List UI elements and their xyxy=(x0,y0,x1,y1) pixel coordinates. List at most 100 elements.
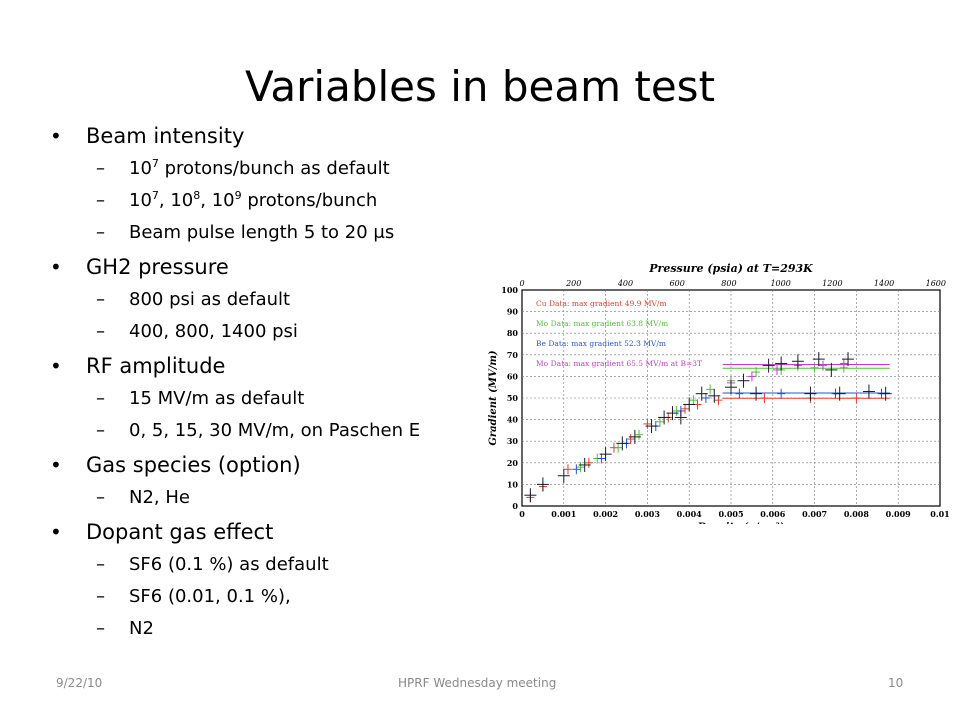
data-point xyxy=(572,464,581,475)
data-point xyxy=(599,447,612,462)
bullet-list: • Beam intensity –107 protons/bunch as def… xyxy=(48,118,488,645)
data-point xyxy=(706,384,715,395)
x-tick-label: 0.007 xyxy=(802,509,827,519)
bullet-text: Dopant gas effect xyxy=(86,520,274,544)
x-tick-label: 0.001 xyxy=(551,509,576,519)
x-tick-label: 0 xyxy=(519,509,525,519)
legend-entry: Cu Data: max gradient 49.9 MV/m xyxy=(536,299,667,308)
data-point xyxy=(775,356,788,371)
sub-bullet-dash-icon: – xyxy=(96,388,105,409)
footer-meeting-name: HPRF Wednesday meeting xyxy=(398,676,557,690)
data-point xyxy=(752,367,761,378)
sub-bullet-item: – N2 xyxy=(48,613,488,645)
bullet-item: • RF amplitude xyxy=(48,349,488,383)
sub-bullet-text: 10 xyxy=(129,158,152,179)
sub-bullet-dash-icon: – xyxy=(96,190,105,211)
legend-entry: Be Data: max gradient 52.3 MV/m xyxy=(536,339,666,348)
data-point xyxy=(584,457,593,468)
bullet-text: RF amplitude xyxy=(86,354,226,378)
footer-date: 9/22/10 xyxy=(56,676,103,690)
sub-bullet-item: – 107 protons/bunch as default xyxy=(48,153,488,185)
data-point xyxy=(804,386,817,401)
data-point xyxy=(536,477,549,492)
x-tick-label: 0.006 xyxy=(760,509,785,519)
superscript-exponent: 7 xyxy=(151,189,159,202)
data-point xyxy=(576,462,585,473)
top-axis-tick-label: 800 xyxy=(721,279,736,288)
data-point xyxy=(825,362,838,377)
x-tick-label: 0.004 xyxy=(677,509,702,519)
sub-bullet-dash-icon: – xyxy=(96,321,105,342)
sub-bullet-text: , 10 xyxy=(158,190,194,211)
data-point xyxy=(645,419,658,434)
data-point xyxy=(628,429,641,444)
x-tick-label: 0.002 xyxy=(593,509,618,519)
sub-bullet-dash-icon: – xyxy=(96,420,105,441)
data-point xyxy=(563,464,572,475)
data-point xyxy=(701,393,710,403)
y-tick-label: 40 xyxy=(507,415,519,425)
x-tick-label: 0.01 xyxy=(930,509,949,519)
top-axis-tick-label: 1400 xyxy=(874,279,894,288)
data-point xyxy=(879,386,892,401)
x-axis-label: Density (g/cm³) xyxy=(697,522,785,524)
y-tick-label: 10 xyxy=(507,479,519,489)
data-point xyxy=(674,410,687,425)
sub-bullet-text: protons/bunch xyxy=(241,190,378,211)
data-point xyxy=(760,393,769,403)
data-point xyxy=(655,416,664,427)
y-tick-label: 100 xyxy=(501,285,518,295)
x-tick-label: 0.003 xyxy=(635,509,660,519)
slide-title: Variables in beam test xyxy=(244,62,716,111)
sub-bullet-item: – SF6 (0.1 %) as default xyxy=(48,549,488,581)
chart-title: Pressure (psia) at T=293K xyxy=(648,262,813,275)
data-point xyxy=(735,388,744,399)
bullet-item: • GH2 pressure xyxy=(48,250,488,284)
data-point xyxy=(862,384,875,399)
footer-page-number: 10 xyxy=(888,676,904,690)
sub-bullet-item: – 400, 800, 1400 psi xyxy=(48,316,488,348)
data-point xyxy=(708,388,721,403)
bullet-dot-icon: • xyxy=(50,520,62,544)
top-axis-tick-label: 1000 xyxy=(770,279,790,288)
sub-bullet-item: – 15 MV/m as default xyxy=(48,383,488,415)
sub-bullet-text: 10 xyxy=(129,190,152,211)
y-tick-label: 50 xyxy=(507,393,519,403)
sub-bullet-text: 400, 800, 1400 psi xyxy=(129,321,298,342)
data-point xyxy=(681,403,690,414)
sub-bullet-text: Beam pulse length 5 to 20 μs xyxy=(129,222,395,243)
top-axis-tick-label: 400 xyxy=(617,279,633,288)
data-point xyxy=(725,380,737,395)
data-point xyxy=(833,386,846,401)
data-point xyxy=(578,457,591,472)
sub-bullet-item: –107, 108, 109 protons/bunch xyxy=(48,185,488,217)
legend-entry: Mo Data: max gradient 65.5 MV/m at B=3T xyxy=(536,359,702,368)
data-point xyxy=(777,388,786,399)
data-point xyxy=(750,386,763,401)
sub-bullet-dash-icon: – xyxy=(96,586,105,607)
data-point xyxy=(524,488,537,503)
superscript-exponent: 9 xyxy=(234,189,242,202)
bullet-item: • Gas species (option) xyxy=(48,448,488,482)
bullet-dot-icon: • xyxy=(50,453,62,477)
sub-bullet-text: 0, 5, 15, 30 MV/m, on Paschen E xyxy=(129,420,421,441)
y-tick-label: 80 xyxy=(507,328,519,338)
data-point xyxy=(597,453,606,464)
bullet-item: • Dopant gas effect xyxy=(48,515,488,549)
sub-bullet-dash-icon: – xyxy=(96,289,105,310)
data-point xyxy=(737,373,750,388)
data-point xyxy=(616,436,629,451)
sub-bullet-text: protons/bunch as default xyxy=(158,158,390,179)
data-point xyxy=(658,410,671,425)
sub-bullet-dash-icon: – xyxy=(96,158,105,179)
sub-bullet-dash-icon: – xyxy=(96,618,105,639)
top-axis-tick-label: 200 xyxy=(565,279,581,288)
sub-bullet-text: , 10 xyxy=(200,190,235,211)
data-point xyxy=(626,434,635,445)
data-point xyxy=(695,386,708,401)
data-point xyxy=(689,395,698,406)
y-tick-label: 30 xyxy=(507,436,519,446)
data-point xyxy=(818,360,827,371)
top-axis-tick-label: 1600 xyxy=(926,279,946,288)
